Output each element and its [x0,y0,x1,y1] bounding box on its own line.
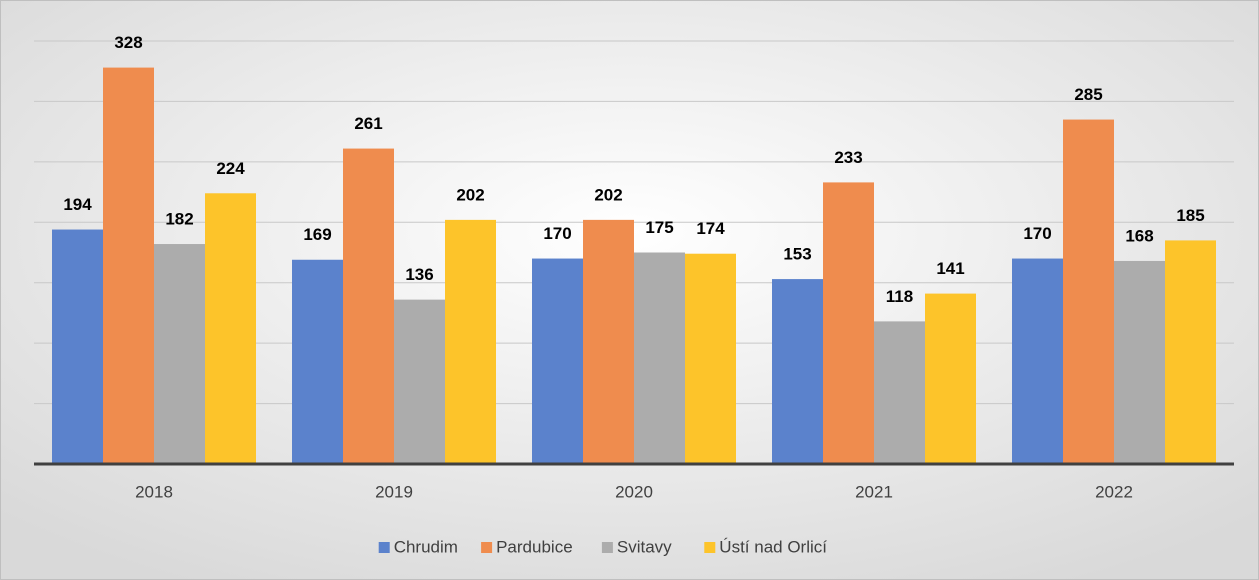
data-label: 175 [645,218,673,237]
data-label: 168 [1125,226,1153,245]
data-label: 224 [216,159,245,178]
bar [874,321,925,464]
data-label: 174 [696,219,725,238]
legend-swatch [481,542,493,553]
data-label: 202 [594,185,622,204]
bar [1114,260,1165,464]
bar [823,182,874,464]
data-label: 233 [834,148,862,167]
x-tick-label: 2021 [855,482,893,501]
data-label: 285 [1074,85,1102,104]
legend-swatch [704,542,716,553]
legend-swatch [378,542,390,553]
bar [1012,258,1063,464]
x-tick-label: 2020 [615,482,653,501]
bar [154,244,205,464]
data-label: 118 [886,287,913,306]
data-label: 182 [165,210,193,229]
data-label: 261 [354,114,382,133]
data-label: 185 [1176,206,1204,225]
x-tick-label: 2022 [1095,482,1133,501]
bar [532,258,583,464]
x-tick-label: 2018 [135,482,173,501]
legend-label: Ústí nad Orlicí [719,537,827,556]
legend-label: Svitavy [617,537,672,556]
bar [343,148,394,464]
data-label: 153 [783,245,811,264]
bar [685,253,736,464]
bar [205,193,256,464]
bar [1063,119,1114,465]
bar [103,67,154,465]
data-label: 136 [405,265,433,284]
bar [772,279,823,464]
data-label: 328 [114,33,142,52]
bar [394,299,445,464]
bar [445,219,496,464]
x-tick-label: 2019 [375,482,413,501]
legend-swatch [601,542,613,553]
data-label: 194 [63,195,92,214]
bar [925,293,976,464]
bar [583,219,634,464]
bar [634,252,685,464]
bar [52,229,103,464]
data-label: 170 [543,224,571,243]
bar [1165,240,1216,464]
legend-label: Chrudim [394,537,458,556]
data-label: 170 [1023,224,1051,243]
bar [292,259,343,464]
legend-label: Pardubice [496,537,573,556]
data-label: 169 [303,225,331,244]
data-label: 141 [936,259,964,278]
data-label: 202 [456,185,484,204]
